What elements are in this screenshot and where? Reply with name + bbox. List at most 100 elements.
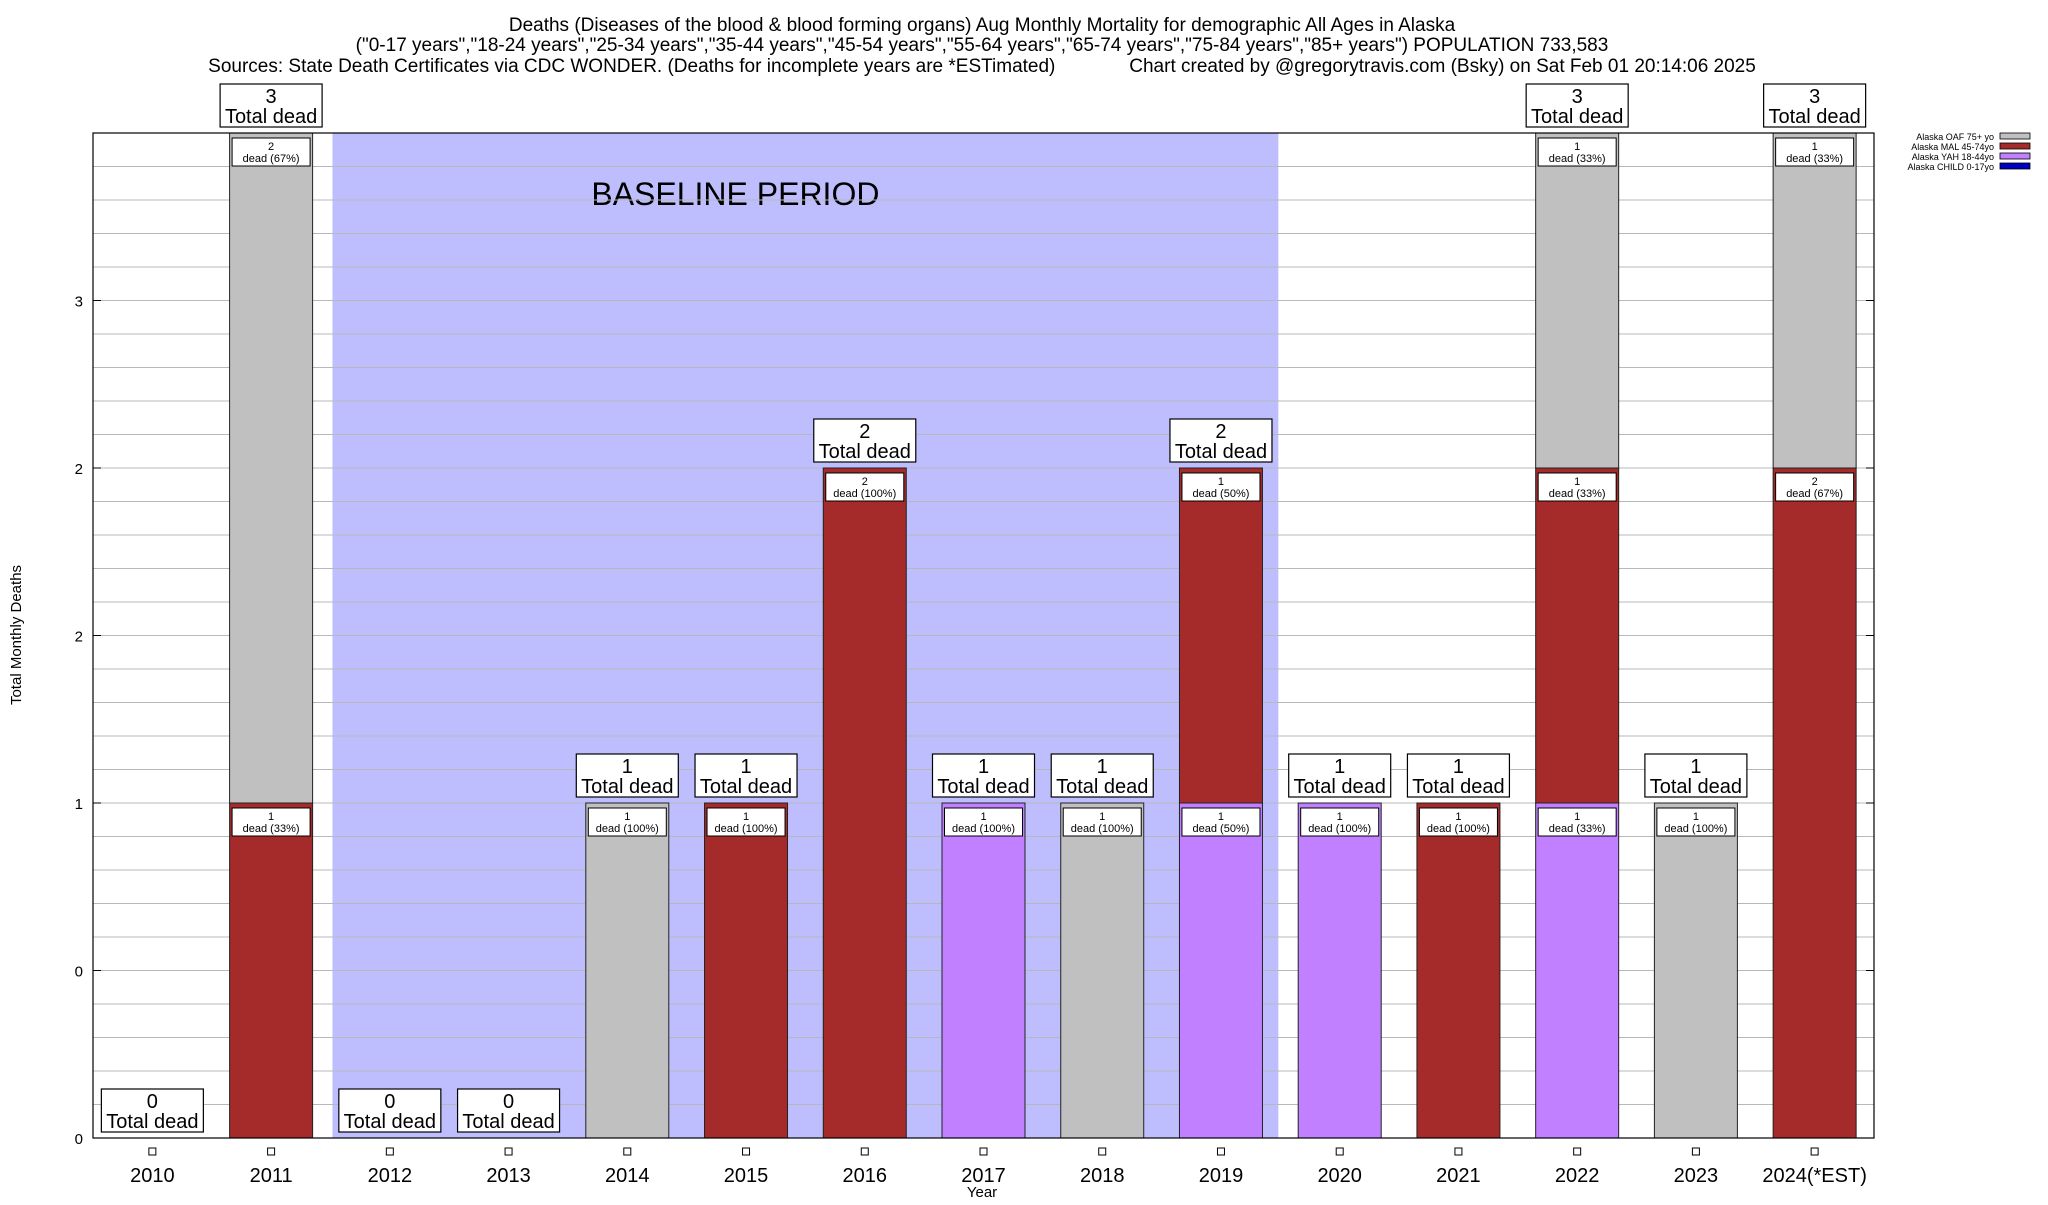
legend-swatch: [1999, 142, 2031, 150]
bar-segment: [1535, 132, 1620, 469]
total-label-text: Total dead: [1531, 106, 1623, 128]
total-label-count: 1: [1097, 756, 1108, 778]
x-tick-label: 2016: [843, 1165, 888, 1187]
x-tick-marker: [979, 1147, 988, 1156]
total-label-count: 0: [147, 1091, 158, 1113]
total-label-box: [1525, 83, 1629, 128]
segment-label-box: [587, 807, 667, 837]
total-label-box: [694, 753, 798, 798]
segment-label-box: [231, 137, 311, 167]
segment-label-count: 1: [624, 811, 630, 823]
segment-label-count: 1: [1218, 811, 1224, 823]
segment-label-text: dead (67%): [1786, 488, 1843, 500]
x-tick-marker: [1098, 1147, 1107, 1156]
segment-label-count: 1: [980, 811, 986, 823]
segment-label-count: 1: [1693, 811, 1699, 823]
legend-label: Alaska YAH 18-44yo: [1912, 152, 1994, 162]
segment-label-box: [1181, 807, 1261, 837]
y-tick-label: 0: [75, 1131, 83, 1148]
segment-label-box: [825, 472, 905, 502]
segment-label-count: 2: [1812, 476, 1818, 488]
x-tick-marker: [1810, 1147, 1819, 1156]
segment-label-text: dead (100%): [952, 823, 1015, 835]
segment-label-text: dead (100%): [596, 823, 659, 835]
segment-label-text: dead (33%): [1786, 153, 1843, 165]
segment-label-text: dead (33%): [1549, 488, 1606, 500]
total-label-text: Total dead: [1175, 441, 1267, 463]
segment-label-text: dead (100%): [715, 823, 778, 835]
x-tick-label: 2013: [486, 1165, 531, 1187]
segment-label-text: dead (100%): [1664, 823, 1727, 835]
y-tick-label: 2: [75, 629, 83, 646]
total-label-count: 1: [1453, 756, 1464, 778]
segment-label-box: [1418, 807, 1498, 837]
segment-label-box: [1656, 807, 1736, 837]
x-tick-marker: [742, 1147, 751, 1156]
total-label-box: [813, 418, 917, 463]
segment-label-box: [1775, 137, 1855, 167]
segment-label-text: dead (67%): [243, 153, 300, 165]
segment-label-box: [1537, 472, 1617, 502]
total-label-text: Total dead: [700, 776, 792, 798]
chart-title-line: ("0-17 years","18-24 years","25-34 years…: [356, 35, 1609, 56]
segment-label-box: [1537, 137, 1617, 167]
segment-label-count: 1: [1574, 141, 1580, 153]
segment-label-count: 1: [1218, 476, 1224, 488]
segment-label-text: dead (50%): [1193, 488, 1250, 500]
legend-label: Alaska OAF 75+ yo: [1916, 132, 1994, 142]
x-tick-marker: [385, 1147, 394, 1156]
x-tick-marker: [1216, 1147, 1225, 1156]
total-label-count: 3: [1809, 86, 1820, 108]
x-tick-label: 2015: [724, 1165, 769, 1187]
total-label-text: Total dead: [1294, 776, 1386, 798]
segment-label-count: 1: [268, 811, 274, 823]
total-label-box: [1644, 753, 1748, 798]
legend-swatch: [1999, 162, 2031, 170]
segment-label-box: [1775, 472, 1855, 502]
segment-label-count: 1: [1099, 811, 1105, 823]
y-tick-label: 2: [75, 461, 83, 478]
total-label-box: [219, 83, 323, 128]
segment-label-text: dead (100%): [833, 488, 896, 500]
bar-segment: [229, 802, 314, 1139]
x-tick-label: 2010: [130, 1165, 175, 1187]
total-label-text: Total dead: [1650, 776, 1742, 798]
bar-segment: [1416, 802, 1501, 1139]
x-tick-label: 2017: [961, 1165, 1006, 1187]
title-group: Deaths (Diseases of the blood & blood fo…: [208, 15, 1756, 77]
y-tick-label: 3: [75, 294, 83, 311]
total-label-box: [456, 1088, 561, 1133]
x-tick-label: 2024(*EST): [1762, 1165, 1867, 1187]
total-label-text: Total dead: [1768, 106, 1860, 128]
segment-label-count: 2: [862, 476, 868, 488]
bar-segment: [1535, 467, 1620, 804]
segment-label-box: [1300, 807, 1380, 837]
total-label-count: 0: [503, 1091, 514, 1113]
total-label-box: [931, 753, 1036, 798]
total-label-text: Total dead: [819, 441, 911, 463]
total-label-text: Total dead: [581, 776, 673, 798]
bar-segment: [1060, 802, 1145, 1139]
x-tick-label: 2018: [1080, 1165, 1125, 1187]
legend-label: Alaska CHILD 0-17yo: [1907, 162, 1994, 172]
x-tick-label: 2011: [250, 1165, 293, 1187]
segment-label-text: dead (100%): [1308, 823, 1371, 835]
total-label-count: 1: [622, 756, 633, 778]
y-tick-label: 0: [75, 964, 83, 981]
segment-label-count: 2: [268, 141, 274, 153]
segment-label-count: 1: [1574, 811, 1580, 823]
x-tick-marker: [267, 1147, 276, 1156]
total-label-box: [1288, 753, 1392, 798]
baseline-label: BASELINE PERIOD: [591, 176, 879, 212]
x-tick-label: 2012: [368, 1165, 413, 1187]
total-label-count: 1: [1334, 756, 1345, 778]
legend-swatch: [1999, 132, 2031, 140]
total-label-count: 1: [740, 756, 751, 778]
segment-label-text: dead (100%): [1427, 823, 1490, 835]
segment-label-text: dead (100%): [1071, 823, 1134, 835]
segment-label-count: 1: [1812, 141, 1818, 153]
bar-segment: [1772, 132, 1857, 469]
